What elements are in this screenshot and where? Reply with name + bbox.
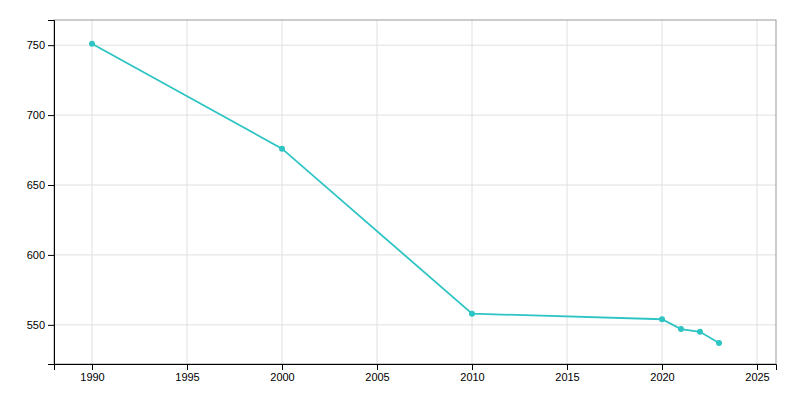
grid-line bbox=[54, 115, 776, 116]
x-axis: 1990 1995 2000 2005 2010 2015 2020 2025 bbox=[55, 364, 777, 383]
tick-label: 2000 bbox=[270, 371, 294, 383]
tick-label: 2025 bbox=[745, 371, 769, 383]
tick-label: 650 bbox=[27, 179, 45, 191]
tick: 2010 bbox=[460, 364, 484, 383]
tick-mark bbox=[48, 115, 54, 116]
grid-line bbox=[282, 20, 283, 364]
tick: 750 bbox=[27, 39, 54, 51]
tick-mark bbox=[757, 364, 758, 370]
chart: 1990 1995 2000 2005 2010 2015 2020 2025 550 600 65… bbox=[0, 0, 800, 400]
point bbox=[89, 41, 95, 47]
tick: 700 bbox=[27, 109, 54, 121]
tick: 1990 bbox=[80, 364, 104, 383]
tick-mark bbox=[377, 364, 378, 370]
point bbox=[697, 329, 703, 335]
tick-mark bbox=[48, 325, 54, 326]
tick-mark bbox=[92, 364, 93, 370]
tick: 2020 bbox=[650, 364, 674, 383]
marks bbox=[89, 41, 722, 346]
tick-mark bbox=[48, 45, 54, 46]
tick-mark bbox=[48, 185, 54, 186]
plot-frame bbox=[54, 20, 776, 364]
tick-label: 2020 bbox=[650, 371, 674, 383]
tick-label: 750 bbox=[27, 39, 45, 51]
axis-line bbox=[55, 365, 777, 371]
tick: 2000 bbox=[270, 364, 294, 383]
grid-line bbox=[757, 20, 758, 364]
point bbox=[279, 146, 285, 152]
grid-line bbox=[92, 20, 93, 364]
tick-label: 1995 bbox=[175, 371, 199, 383]
tick-label: 2015 bbox=[555, 371, 579, 383]
tick: 2025 bbox=[745, 364, 769, 383]
tick-label: 2005 bbox=[365, 371, 389, 383]
grid-line bbox=[54, 324, 776, 325]
tick: 600 bbox=[27, 249, 54, 261]
tick-label: 550 bbox=[27, 319, 45, 331]
tick-mark bbox=[187, 364, 188, 370]
plot: 1990 1995 2000 2005 2010 2015 2020 2025 550 600 65… bbox=[27, 20, 777, 383]
tick: 650 bbox=[27, 179, 54, 191]
point bbox=[678, 326, 684, 332]
tick-label: 600 bbox=[27, 249, 45, 261]
tick-label: 2010 bbox=[460, 371, 484, 383]
axis-line bbox=[48, 21, 55, 365]
tick-mark bbox=[567, 364, 568, 370]
point bbox=[659, 316, 665, 322]
tick-mark bbox=[282, 364, 283, 370]
y-axis: 550 600 650 700 750 bbox=[27, 21, 55, 365]
tick-mark bbox=[472, 364, 473, 370]
grid bbox=[54, 20, 776, 364]
point bbox=[716, 340, 722, 346]
grid-line bbox=[54, 185, 776, 186]
grid-line bbox=[377, 20, 378, 364]
grid-line bbox=[187, 20, 188, 364]
tick-mark bbox=[662, 364, 663, 370]
grid-line bbox=[662, 20, 663, 364]
grid-line bbox=[54, 45, 776, 46]
tick: 2005 bbox=[365, 364, 389, 383]
line bbox=[92, 44, 719, 343]
tick: 550 bbox=[27, 319, 54, 331]
grid-line bbox=[567, 20, 568, 364]
grid-line bbox=[54, 254, 776, 255]
point bbox=[469, 311, 475, 317]
tick: 1995 bbox=[175, 364, 199, 383]
tick-label: 700 bbox=[27, 109, 45, 121]
tick-mark bbox=[48, 255, 54, 256]
tick: 2015 bbox=[555, 364, 579, 383]
tick-label: 1990 bbox=[80, 371, 104, 383]
